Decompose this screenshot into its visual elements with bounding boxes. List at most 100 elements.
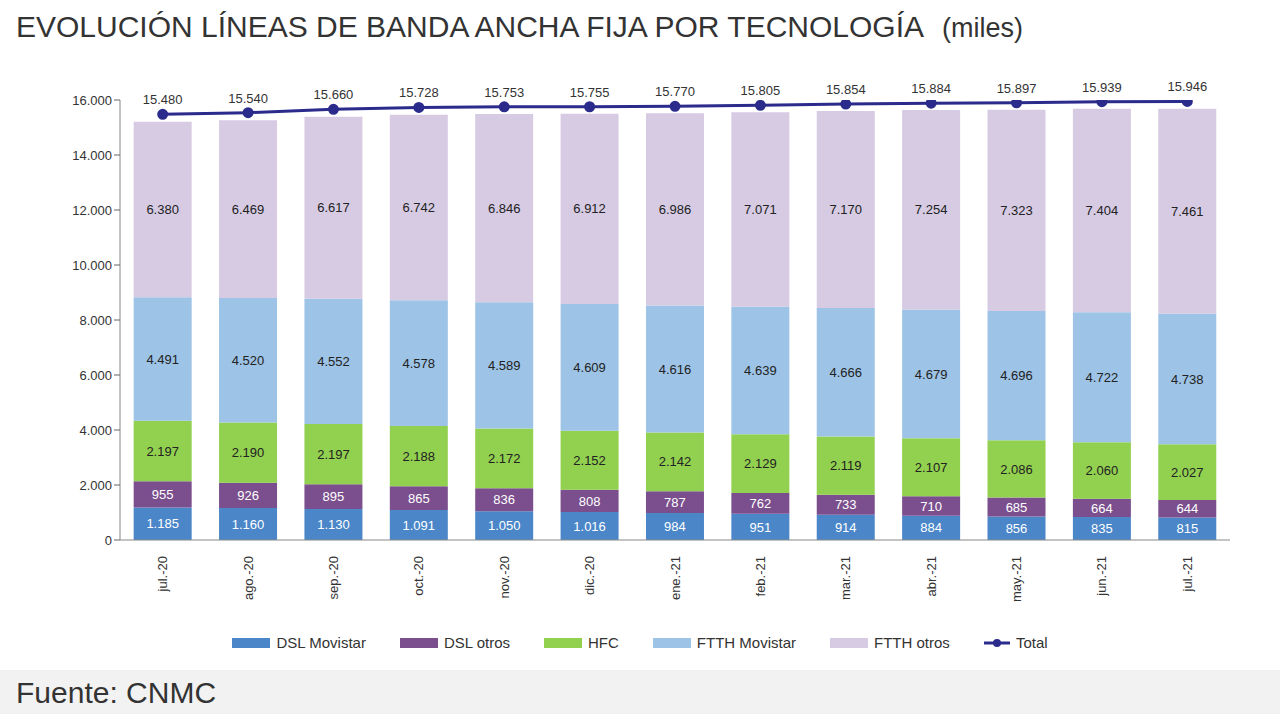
svg-text:1.160: 1.160 bbox=[232, 517, 265, 532]
svg-text:2.119: 2.119 bbox=[830, 458, 862, 473]
svg-text:ene.-21: ene.-21 bbox=[668, 556, 683, 600]
svg-text:6.742: 6.742 bbox=[403, 200, 436, 215]
svg-text:15.939: 15.939 bbox=[1082, 80, 1122, 95]
svg-text:15.755: 15.755 bbox=[570, 85, 610, 100]
svg-text:2.197: 2.197 bbox=[146, 444, 179, 459]
svg-text:0: 0 bbox=[105, 533, 112, 548]
svg-text:808: 808 bbox=[579, 494, 601, 509]
svg-text:865: 865 bbox=[408, 491, 430, 506]
svg-text:10.000: 10.000 bbox=[72, 258, 112, 273]
svg-text:710: 710 bbox=[920, 499, 942, 514]
svg-text:7.254: 7.254 bbox=[915, 202, 948, 217]
svg-text:4.679: 4.679 bbox=[915, 367, 948, 382]
svg-text:1.050: 1.050 bbox=[488, 518, 521, 533]
svg-text:895: 895 bbox=[323, 489, 345, 504]
svg-text:7.323: 7.323 bbox=[1000, 203, 1033, 218]
svg-text:926: 926 bbox=[237, 488, 259, 503]
svg-text:836: 836 bbox=[493, 492, 515, 507]
svg-text:4.616: 4.616 bbox=[659, 362, 692, 377]
svg-text:15.884: 15.884 bbox=[911, 81, 951, 96]
svg-text:6.846: 6.846 bbox=[488, 201, 521, 216]
svg-text:4.589: 4.589 bbox=[488, 358, 521, 373]
svg-text:jul.-21: jul.-21 bbox=[1180, 556, 1195, 592]
svg-text:7.404: 7.404 bbox=[1086, 203, 1119, 218]
svg-text:4.666: 4.666 bbox=[829, 365, 862, 380]
svg-text:7.071: 7.071 bbox=[744, 202, 777, 217]
svg-text:914: 914 bbox=[835, 520, 857, 535]
svg-text:2.027: 2.027 bbox=[1171, 465, 1204, 480]
svg-text:4.491: 4.491 bbox=[146, 352, 179, 367]
svg-text:2.152: 2.152 bbox=[573, 453, 606, 468]
svg-text:jul.-20: jul.-20 bbox=[155, 556, 170, 592]
svg-text:815: 815 bbox=[1176, 521, 1198, 536]
svg-text:may.-21: may.-21 bbox=[1009, 556, 1024, 602]
svg-text:2.197: 2.197 bbox=[317, 447, 350, 462]
svg-text:2.190: 2.190 bbox=[232, 445, 265, 460]
svg-text:8.000: 8.000 bbox=[79, 313, 112, 328]
svg-text:2.188: 2.188 bbox=[403, 449, 436, 464]
svg-text:884: 884 bbox=[920, 520, 942, 535]
svg-text:6.986: 6.986 bbox=[659, 202, 692, 217]
svg-text:16.000: 16.000 bbox=[72, 93, 112, 108]
svg-text:15.770: 15.770 bbox=[655, 84, 695, 99]
svg-text:feb.-21: feb.-21 bbox=[753, 556, 768, 596]
svg-text:2.172: 2.172 bbox=[488, 451, 521, 466]
svg-text:15.805: 15.805 bbox=[741, 83, 781, 98]
svg-text:1.185: 1.185 bbox=[146, 516, 179, 531]
svg-text:6.617: 6.617 bbox=[317, 200, 350, 215]
svg-text:2.086: 2.086 bbox=[1000, 462, 1033, 477]
svg-text:6.469: 6.469 bbox=[232, 202, 265, 217]
svg-text:nov.-20: nov.-20 bbox=[497, 556, 512, 598]
svg-text:856: 856 bbox=[1006, 521, 1028, 536]
svg-text:733: 733 bbox=[835, 497, 857, 512]
svg-text:984: 984 bbox=[664, 519, 686, 534]
svg-text:2.107: 2.107 bbox=[915, 460, 948, 475]
svg-text:1.016: 1.016 bbox=[573, 519, 606, 534]
svg-text:4.722: 4.722 bbox=[1086, 370, 1119, 385]
svg-text:4.000: 4.000 bbox=[79, 423, 112, 438]
svg-text:6.000: 6.000 bbox=[79, 368, 112, 383]
svg-text:2.000: 2.000 bbox=[79, 478, 112, 493]
svg-text:7.170: 7.170 bbox=[829, 202, 862, 217]
svg-text:mar.-21: mar.-21 bbox=[838, 556, 853, 600]
svg-text:644: 644 bbox=[1176, 501, 1198, 516]
svg-text:14.000: 14.000 bbox=[72, 148, 112, 163]
svg-text:6.380: 6.380 bbox=[146, 202, 179, 217]
svg-text:jun.-21: jun.-21 bbox=[1094, 556, 1109, 597]
svg-text:15.480: 15.480 bbox=[143, 92, 183, 107]
svg-text:sep.-20: sep.-20 bbox=[326, 556, 341, 599]
svg-text:2.129: 2.129 bbox=[744, 456, 777, 471]
svg-text:15.753: 15.753 bbox=[484, 85, 524, 100]
svg-text:1.130: 1.130 bbox=[317, 517, 350, 532]
svg-text:2.142: 2.142 bbox=[659, 454, 692, 469]
svg-text:787: 787 bbox=[664, 495, 686, 510]
svg-text:1.091: 1.091 bbox=[403, 518, 436, 533]
svg-text:7.461: 7.461 bbox=[1171, 204, 1204, 219]
svg-text:6.912: 6.912 bbox=[573, 201, 606, 216]
svg-text:15.540: 15.540 bbox=[228, 91, 268, 106]
svg-text:15.728: 15.728 bbox=[399, 85, 439, 100]
svg-text:oct.-20: oct.-20 bbox=[411, 556, 426, 596]
svg-text:685: 685 bbox=[1006, 500, 1028, 515]
svg-text:4.639: 4.639 bbox=[744, 363, 777, 378]
svg-text:15.854: 15.854 bbox=[826, 82, 866, 97]
svg-text:dic.-20: dic.-20 bbox=[582, 556, 597, 595]
svg-text:abr.-21: abr.-21 bbox=[924, 556, 939, 596]
svg-text:762: 762 bbox=[750, 496, 772, 511]
svg-text:15.946: 15.946 bbox=[1167, 79, 1207, 94]
svg-text:835: 835 bbox=[1091, 521, 1113, 536]
svg-text:4.552: 4.552 bbox=[317, 354, 350, 369]
svg-text:15.660: 15.660 bbox=[314, 87, 354, 102]
svg-text:664: 664 bbox=[1091, 501, 1113, 516]
svg-text:951: 951 bbox=[750, 520, 772, 535]
svg-text:15.897: 15.897 bbox=[997, 81, 1037, 96]
svg-text:955: 955 bbox=[152, 487, 174, 502]
svg-text:4.696: 4.696 bbox=[1000, 368, 1033, 383]
svg-text:ago.-20: ago.-20 bbox=[241, 556, 256, 600]
svg-text:4.578: 4.578 bbox=[403, 356, 436, 371]
svg-text:12.000: 12.000 bbox=[72, 203, 112, 218]
svg-text:4.738: 4.738 bbox=[1171, 372, 1204, 387]
svg-text:4.609: 4.609 bbox=[573, 360, 606, 375]
svg-text:2.060: 2.060 bbox=[1086, 463, 1119, 478]
svg-text:4.520: 4.520 bbox=[232, 353, 265, 368]
